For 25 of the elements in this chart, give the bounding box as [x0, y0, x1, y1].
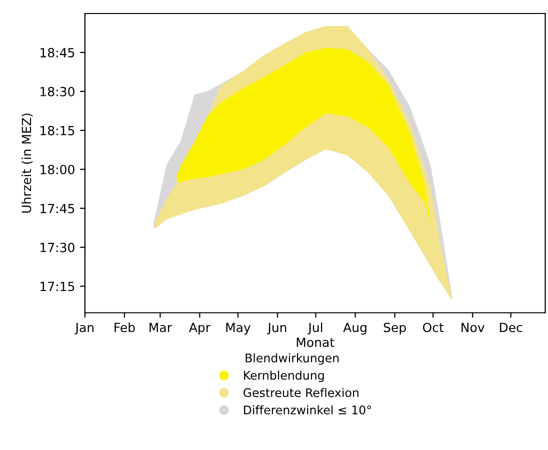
y-tick-label: 17:45 — [40, 204, 74, 214]
y-tick-label: 18:45 — [40, 48, 74, 58]
x-tick-label: Apr — [188, 322, 211, 335]
x-tick-label: Jul — [308, 322, 322, 334]
x-tick-label: Jun — [267, 322, 286, 334]
legend-label: Gestreute Reflexion — [244, 388, 358, 398]
legend-label: Kernblendung — [244, 370, 324, 382]
x-tick-label: Jan — [74, 322, 94, 334]
x-tick-label: Dec — [500, 322, 522, 332]
x-axis-title: Monat — [296, 338, 334, 348]
y-axis-title: Uhrzeit (in MEZ) — [22, 114, 33, 213]
x-tick-label: Mar — [150, 322, 172, 332]
legend-label: Differenzwinkel ≤ 10° — [244, 405, 371, 414]
x-tick-label: Oct — [422, 322, 444, 332]
x-tick-label: Aug — [343, 322, 366, 335]
x-tick-label: Sep — [384, 322, 406, 335]
x-tick-label: Nov — [462, 322, 484, 332]
x-tick-label: May — [226, 322, 251, 335]
y-tick-label: 18:00 — [40, 164, 74, 174]
y-tick-label: 18:30 — [40, 86, 74, 96]
y-tick-label: 17:30 — [40, 242, 74, 252]
x-tick-label: Feb — [114, 322, 135, 332]
legend-title: Blendwirkungen — [246, 353, 339, 365]
y-tick-label: 17:15 — [40, 282, 74, 292]
y-tick-label: 18:15 — [40, 126, 74, 136]
